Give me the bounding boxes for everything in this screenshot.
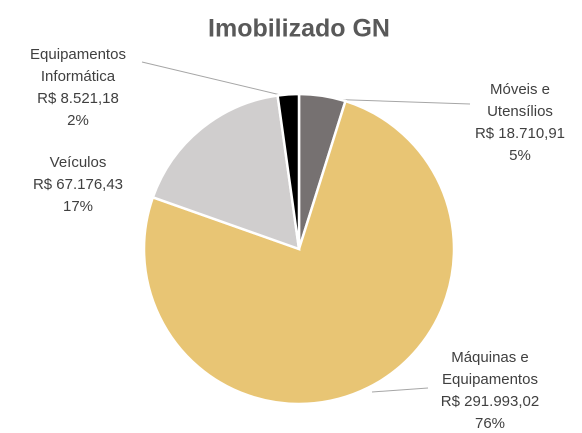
percent-label: 76% — [474, 415, 506, 432]
percent-label: 17% — [62, 198, 94, 215]
category-label: Equipamentos Informática — [30, 46, 126, 85]
percent-label: 2% — [67, 112, 89, 129]
chart-title: Imobilizado GN — [208, 15, 390, 43]
category-label: Móveis e Utensílios — [487, 81, 553, 120]
category-label: Máquinas e Equipamentos — [442, 349, 538, 388]
leader-line — [321, 98, 471, 105]
leader-line — [371, 387, 429, 393]
pie-slice — [276, 92, 301, 250]
category-label: Veículos — [49, 154, 107, 171]
value-label: R$ 18.710,91 — [474, 125, 566, 142]
data-label: Veículos R$ 67.176,43 17% — [18, 152, 138, 218]
percent-label: 5% — [509, 147, 531, 164]
pie-slice — [151, 94, 301, 251]
value-label: R$ 8.521,18 — [37, 90, 119, 107]
data-label: Móveis e Utensílios R$ 18.710,91 5% — [460, 79, 580, 167]
pie-slice — [142, 99, 456, 406]
data-label: Equipamentos Informática R$ 8.521,18 2% — [18, 44, 138, 132]
value-label: R$ 291.993,02 — [440, 393, 540, 410]
leader-line — [141, 61, 290, 98]
data-label: Máquinas e Equipamentos R$ 291.993,02 76% — [430, 347, 550, 433]
value-label: R$ 67.176,43 — [32, 176, 124, 193]
